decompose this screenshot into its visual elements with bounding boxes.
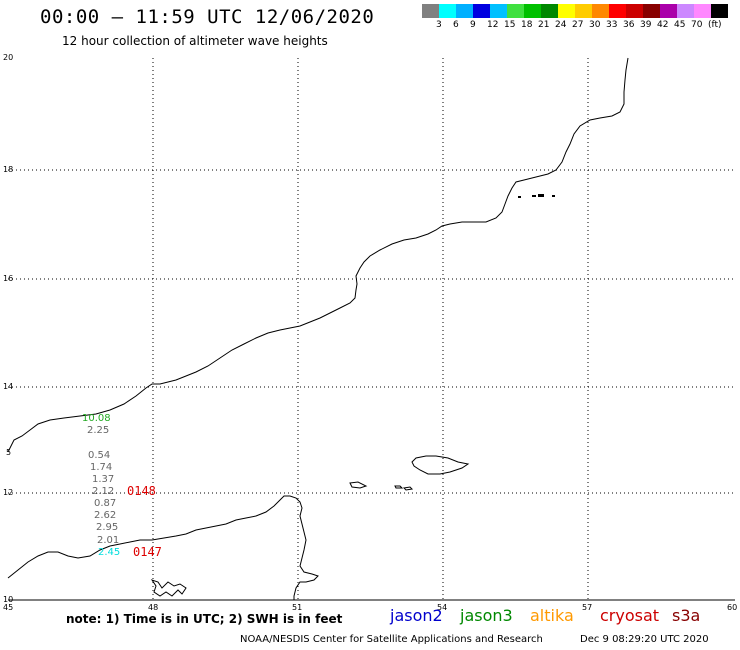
color-scale-label: 45 — [674, 20, 686, 30]
color-scale-label: 12 — [487, 20, 499, 30]
color-swatch — [524, 4, 541, 18]
y-tick-18: 18 — [3, 165, 13, 174]
red-sea-islets — [518, 194, 555, 198]
swh-label: 2.95 — [96, 522, 118, 533]
swh-labels: 10.08 2.25 0.54 1.74 1.37 2.12 0.87 2.62… — [82, 413, 120, 558]
track-time-label: 0148 — [127, 484, 156, 498]
x-tick-60: 60 — [727, 603, 737, 612]
color-swatch — [507, 4, 524, 18]
color-scale-label: 9 — [470, 20, 476, 30]
color-scale-swatches — [422, 4, 728, 18]
y-tick-14: 14 — [3, 382, 13, 391]
mission-jason2: jason2 — [390, 606, 443, 625]
color-scale-label: 70 — [691, 20, 703, 30]
island-small-3 — [402, 486, 414, 491]
arabian-coastline — [7, 57, 629, 453]
color-swatch — [660, 4, 677, 18]
color-scale-label: 3 — [436, 20, 442, 30]
swh-label: 1.37 — [92, 474, 114, 485]
color-scale-label: 6 — [453, 20, 459, 30]
swh-label: 2.25 — [87, 425, 109, 436]
wave-height-color-scale: 3 6 9 12 15 18 21 24 27 30 33 36 39 42 45 70 (ft) — [422, 4, 728, 30]
mission-cryosat: cryosat — [600, 606, 660, 625]
map-title: 00:00 – 11:59 UTC 12/06/2020 — [40, 6, 375, 28]
socotra-island — [411, 455, 470, 475]
x-tick-54: 54 — [437, 603, 447, 612]
latitude-gridlines — [8, 169, 735, 494]
footer-credit: NOAA/NESDIS Center for Satellite Applica… — [240, 634, 543, 645]
color-scale-label: 18 — [521, 20, 533, 30]
color-scale-label: 30 — [589, 20, 601, 30]
color-scale-label: 39 — [640, 20, 652, 30]
mission-altika: altika — [530, 606, 574, 625]
swh-label: 1.74 — [90, 462, 112, 473]
swh-label: 10.08 — [82, 413, 111, 424]
color-scale-label: 27 — [572, 20, 584, 30]
swh-label: 0.87 — [94, 498, 116, 509]
color-scale-label: 21 — [538, 20, 550, 30]
y-tick-10: 10 — [3, 595, 13, 604]
horn-of-africa-coastline — [7, 495, 319, 600]
swh-label: 2.01 — [97, 535, 119, 546]
color-swatch — [558, 4, 575, 18]
color-scale-label: 36 — [623, 20, 635, 30]
color-swatch — [575, 4, 592, 18]
mission-s3a: s3a — [672, 606, 701, 625]
track-time-labels: 0148 0147 — [127, 484, 162, 559]
color-scale-label: 24 — [555, 20, 567, 30]
color-swatch — [711, 4, 728, 18]
color-scale-label: 42 — [657, 20, 669, 30]
color-swatch — [677, 4, 694, 18]
x-tick-51: 51 — [292, 603, 302, 612]
color-swatch — [643, 4, 660, 18]
swh-label: 2.12 — [92, 486, 114, 497]
legend-note: note: 1) Time is in UTC; 2) SWH is in fe… — [66, 612, 343, 626]
color-swatch — [490, 4, 507, 18]
footer-timestamp: Dec 9 08:29:20 UTC 2020 — [580, 634, 709, 645]
color-swatch — [694, 4, 711, 18]
color-swatch — [456, 4, 473, 18]
y-tick-20: 20 — [3, 53, 13, 62]
swh-label: 2.62 — [94, 510, 116, 521]
island-small-1 — [349, 481, 368, 489]
color-swatch — [592, 4, 609, 18]
color-swatch — [422, 4, 439, 18]
mission-jason3: jason3 — [460, 606, 513, 625]
color-scale-label: 15 — [504, 20, 516, 30]
axis-labels: 20 18 16 14 12 10 5 45 48 51 54 57 60 — [3, 53, 737, 612]
island-small-2 — [394, 485, 404, 489]
x-tick-57: 57 — [582, 603, 592, 612]
color-swatch — [541, 4, 558, 18]
longitude-gridlines — [152, 58, 589, 600]
y-tick-16: 16 — [3, 274, 13, 283]
x-tick-45: 45 — [3, 603, 13, 612]
x-tick-48: 48 — [148, 603, 158, 612]
color-scale-label: 33 — [606, 20, 618, 30]
reef-islets — [150, 579, 187, 597]
map-subtitle: 12 hour collection of altimeter wave hei… — [62, 34, 328, 48]
swh-label: 0.54 — [88, 450, 110, 461]
y-extra-label: 5 — [6, 448, 11, 457]
swh-label: 2.45 — [98, 547, 120, 558]
color-swatch — [626, 4, 643, 18]
color-scale-label: (ft) — [708, 20, 722, 30]
color-swatch — [473, 4, 490, 18]
y-tick-12: 12 — [3, 488, 13, 497]
color-swatch — [609, 4, 626, 18]
track-time-label: 0147 — [133, 545, 162, 559]
color-swatch — [439, 4, 456, 18]
color-scale-labels: 3 6 9 12 15 18 21 24 27 30 33 36 39 42 45 70 (ft) — [422, 20, 740, 34]
